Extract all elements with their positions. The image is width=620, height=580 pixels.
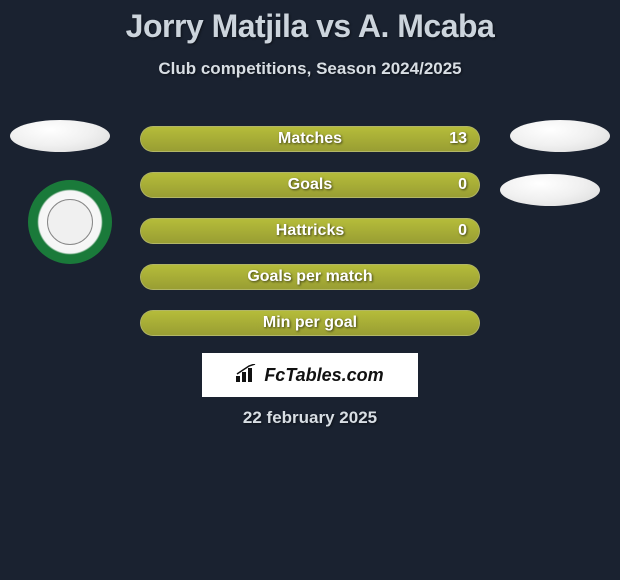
player-right-photo <box>510 120 610 152</box>
page-subtitle: Club competitions, Season 2024/2025 <box>0 59 620 79</box>
bar-label: Hattricks <box>276 222 344 240</box>
watermark-text: FcTables.com <box>264 365 383 386</box>
bar-min-per-goal: Min per goal <box>140 310 480 336</box>
bar-label: Goals <box>288 176 332 194</box>
player-left-club-badge <box>28 180 112 264</box>
comparison-bars: Matches 13 Goals 0 Hattricks 0 Goals per… <box>140 126 480 356</box>
bar-value-right: 0 <box>458 222 467 240</box>
bar-hattricks: Hattricks 0 <box>140 218 480 244</box>
bar-goals-per-match: Goals per match <box>140 264 480 290</box>
page-title: Jorry Matjila vs A. Mcaba <box>0 0 620 45</box>
bar-label: Min per goal <box>263 314 357 332</box>
bar-label: Matches <box>278 130 342 148</box>
footer-date: 22 february 2025 <box>243 408 377 428</box>
bar-label: Goals per match <box>247 268 372 286</box>
player-right-club-badge <box>500 174 600 206</box>
watermark: FcTables.com <box>202 353 418 397</box>
player-left-photo <box>10 120 110 152</box>
bar-matches: Matches 13 <box>140 126 480 152</box>
bar-chart-icon <box>236 364 258 387</box>
bar-value-right: 0 <box>458 176 467 194</box>
bar-goals: Goals 0 <box>140 172 480 198</box>
bar-value-right: 13 <box>449 130 467 148</box>
